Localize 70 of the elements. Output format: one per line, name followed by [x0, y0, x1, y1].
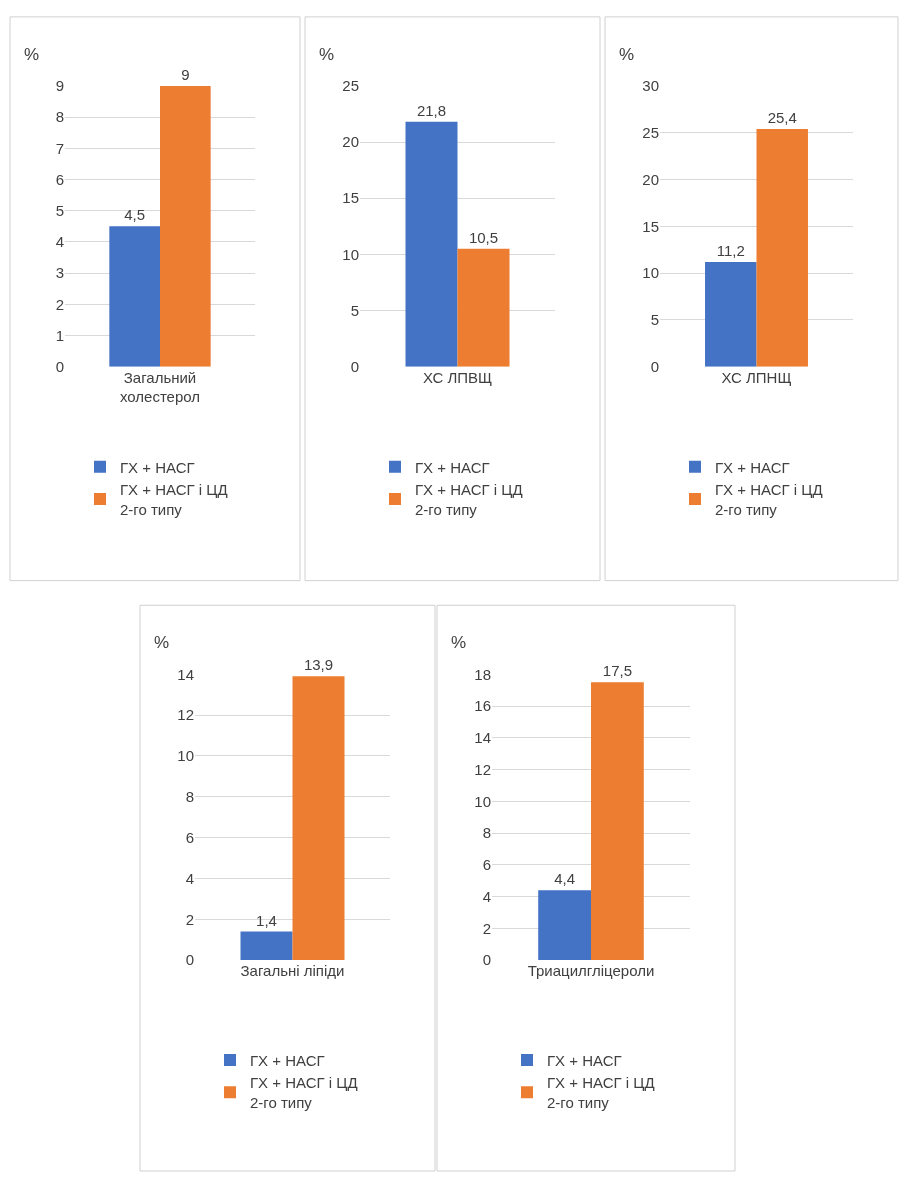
y-tick-label: 18: [474, 665, 491, 683]
y-tick-label: 14: [177, 665, 194, 683]
y-tick-label: 15: [642, 217, 659, 235]
legend-label: ГХ + НАСГ і ЦД 2-го типу: [715, 481, 823, 518]
y-axis-title: %: [619, 45, 635, 64]
y-tick-label: 0: [482, 951, 491, 969]
y-tick-label: 3: [55, 264, 64, 282]
data-label: 13,9: [303, 656, 334, 674]
y-tick-label: 1: [55, 326, 64, 344]
legend-label: ГХ + НАСГ і ЦД 2-го типу: [415, 481, 523, 518]
x-tick-label: ХС ЛПНЩ: [721, 368, 792, 386]
data-label: 21,8: [416, 101, 447, 119]
y-tick-label: 9: [55, 77, 64, 95]
y-tick-label: 10: [342, 245, 359, 263]
data-label: 17,5: [602, 662, 632, 680]
y-tick-label: 10: [474, 792, 491, 810]
y-axis-title: %: [24, 45, 40, 64]
legend-label: ГХ + НАСГ і ЦД 2-го типу: [547, 1074, 655, 1111]
legend-label: ГХ + НАСГ: [715, 458, 790, 476]
y-tick-label: 7: [55, 139, 64, 157]
legend-label: ГХ + НАСГ і ЦД 2-го типу: [120, 481, 228, 518]
y-tick-label: 10: [642, 264, 659, 282]
y-tick-label: 5: [650, 311, 659, 329]
y-tick-label: 2: [185, 910, 194, 928]
legend-label: ГХ + НАСГ: [250, 1051, 325, 1069]
x-tick-label: Загальний холестерол: [119, 368, 201, 406]
y-tick-label: 0: [350, 358, 359, 376]
y-tick-label: 12: [474, 760, 491, 778]
legend-label: ГХ + НАСГ і ЦД 2-го типу: [250, 1074, 358, 1111]
data-label: 25,4: [767, 108, 797, 126]
y-tick-label: 20: [342, 133, 359, 151]
y-tick-label: 5: [55, 201, 64, 219]
y-tick-label: 6: [55, 170, 64, 188]
data-label: 4,4: [554, 870, 576, 888]
y-tick-label: 8: [482, 824, 491, 842]
y-tick-label: 15: [342, 189, 359, 207]
y-tick-label: 12: [177, 706, 194, 724]
data-label: 10,5: [468, 228, 499, 246]
legend-label: ГХ + НАСГ: [120, 458, 195, 476]
y-tick-label: 8: [55, 108, 64, 126]
y-tick-label: 16: [474, 697, 491, 715]
legend-label: ГХ + НАСГ: [415, 458, 490, 476]
y-axis-title: %: [154, 633, 170, 652]
y-tick-label: 5: [350, 301, 359, 319]
y-tick-label: 0: [55, 358, 64, 376]
y-tick-label: 20: [642, 170, 659, 188]
y-tick-label: 2: [482, 919, 491, 937]
x-tick-label: Загальні ліпіди: [240, 962, 345, 980]
y-tick-label: 2: [55, 295, 64, 313]
y-tick-label: 6: [482, 856, 491, 874]
data-label: 4,5: [124, 206, 146, 224]
data-label: 1,4: [256, 911, 277, 929]
y-tick-label: 25: [342, 77, 359, 95]
y-axis-title: %: [319, 45, 335, 64]
y-tick-label: 4: [55, 233, 64, 251]
y-tick-label: 8: [185, 788, 194, 806]
y-tick-label: 10: [177, 747, 194, 765]
y-tick-label: 0: [650, 358, 659, 376]
y-tick-label: 30: [642, 77, 659, 95]
y-axis-title: %: [451, 633, 467, 652]
y-tick-label: 14: [474, 729, 491, 747]
data-label: 11,2: [716, 241, 745, 259]
y-tick-label: 0: [185, 951, 194, 969]
x-tick-label: Триацилгліцероли: [527, 962, 655, 980]
x-tick-label: ХС ЛПВЩ: [422, 368, 493, 386]
y-tick-label: 4: [482, 887, 491, 905]
legend-label: ГХ + НАСГ: [547, 1051, 622, 1069]
y-tick-label: 6: [185, 828, 194, 846]
y-tick-label: 4: [185, 869, 194, 887]
y-tick-label: 25: [642, 123, 659, 141]
